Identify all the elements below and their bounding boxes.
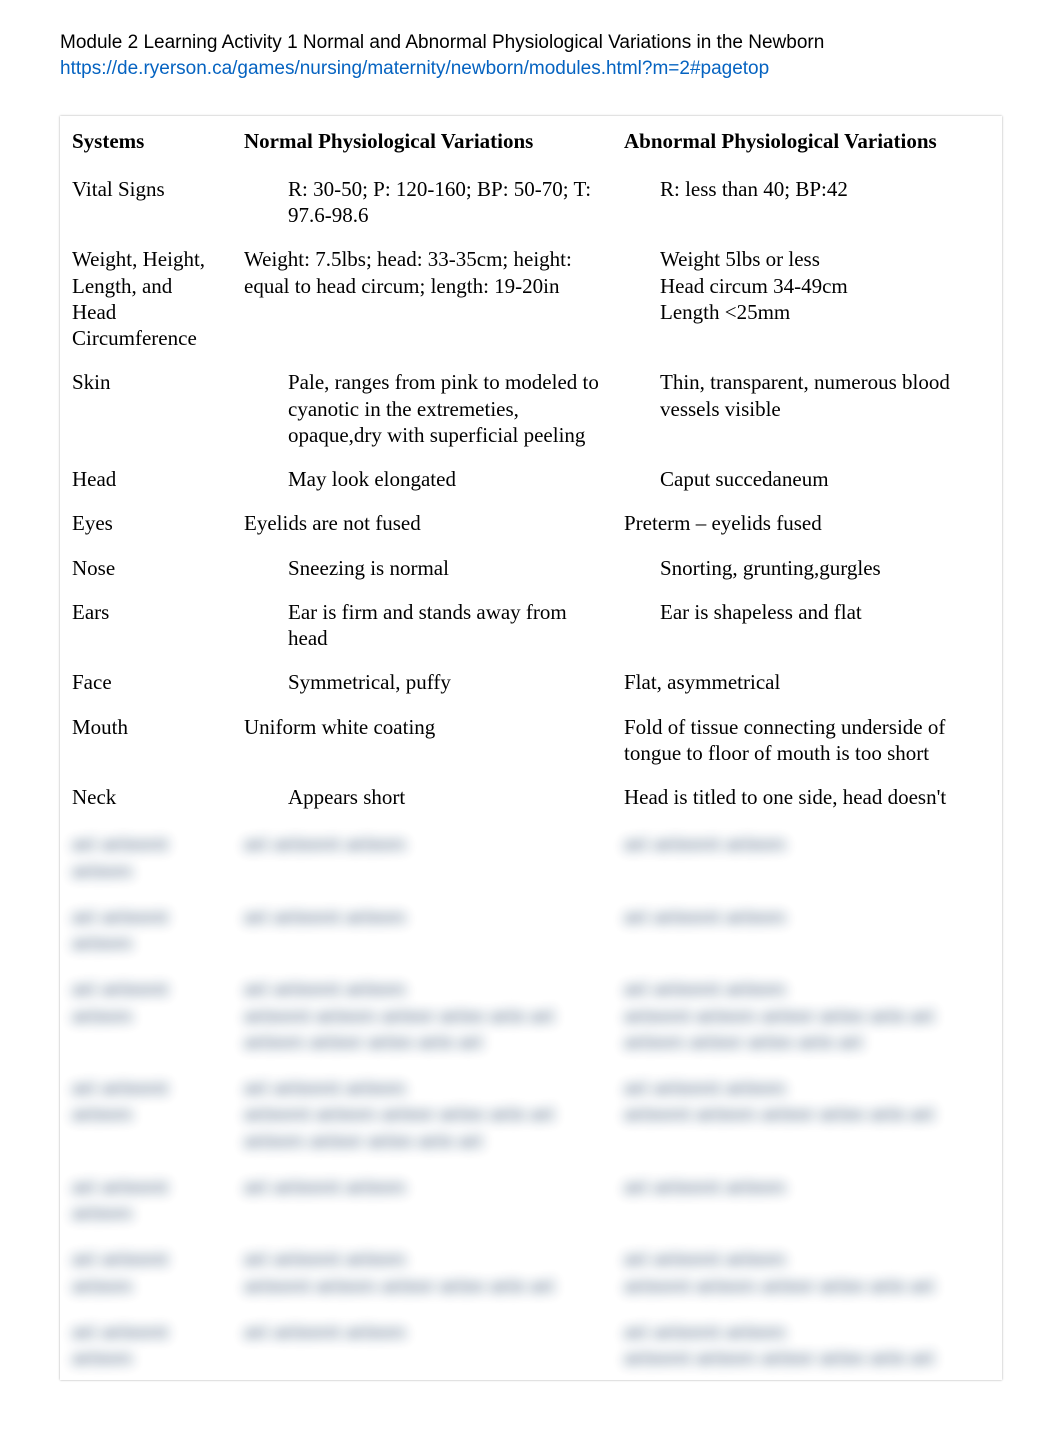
- cell-obscured: aei aeinorst aeinors: [612, 893, 1002, 966]
- cell-obscured: aei aeinorst aeinorsaeinorst aeinors aei…: [612, 1308, 1002, 1381]
- cell-obscured: aei aeinorst aeinors: [60, 1308, 232, 1381]
- cell-abnormal: Caput succedaneum: [612, 458, 1002, 502]
- cell-normal: Ear is firm and stands away from head: [232, 591, 612, 662]
- table-row: HeadMay look elongatedCaput succedaneum: [60, 458, 1002, 502]
- table-row: EarsEar is firm and stands away from hea…: [60, 591, 1002, 662]
- cell-obscured: aei aeinorst aeinors: [612, 820, 1002, 893]
- cell-normal: Symmetrical, puffy: [232, 661, 612, 705]
- document-title: Module 2 Learning Activity 1 Normal and …: [60, 30, 1002, 56]
- cell-system: Neck: [60, 776, 232, 820]
- physiological-variations-table: Systems Normal Physiological Variations …: [60, 116, 1002, 1381]
- column-header-abnormal: Abnormal Physiological Variations: [612, 116, 1002, 168]
- cell-abnormal: Head is titled to one side, head doesn't: [612, 776, 1002, 820]
- cell-obscured: aei aeinorst aeinors: [232, 1308, 612, 1381]
- table-row: SkinPale, ranges from pink to modeled to…: [60, 361, 1002, 458]
- cell-normal: Appears short: [232, 776, 612, 820]
- cell-abnormal: Flat, asymmetrical: [612, 661, 1002, 705]
- cell-system: Ears: [60, 591, 232, 662]
- cell-system: Eyes: [60, 502, 232, 546]
- cell-obscured: aei aeinorst aeinorsaeinorst aeinors aei…: [232, 1235, 612, 1308]
- table-row: NeckAppears shortHead is titled to one s…: [60, 776, 1002, 820]
- table-body: Vital SignsR: 30-50; P: 120-160; BP: 50-…: [60, 168, 1002, 1381]
- table-row: MouthUniform white coatingFold of tissue…: [60, 706, 1002, 777]
- document-page: Module 2 Learning Activity 1 Normal and …: [0, 0, 1062, 1440]
- cell-system: Nose: [60, 547, 232, 591]
- cell-obscured: aei aeinorst aeinors: [60, 820, 232, 893]
- table-row: FaceSymmetrical, puffyFlat, asymmetrical: [60, 661, 1002, 705]
- source-url-link[interactable]: https://de.ryerson.ca/games/nursing/mate…: [60, 58, 769, 79]
- cell-abnormal: Ear is shapeless and flat: [612, 591, 1002, 662]
- cell-abnormal: Fold of tissue connecting underside of t…: [612, 706, 1002, 777]
- table-row: NoseSneezing is normalSnorting, grunting…: [60, 547, 1002, 591]
- document-source-link: https://de.ryerson.ca/games/nursing/mate…: [60, 58, 1002, 80]
- cell-obscured: aei aeinorst aeinors: [60, 1163, 232, 1236]
- table-row-obscured: aei aeinorst aeinorsaei aeinorst aeinors…: [60, 1163, 1002, 1236]
- cell-normal: Pale, ranges from pink to modeled to cya…: [232, 361, 612, 458]
- cell-obscured: aei aeinorst aeinors: [60, 1064, 232, 1163]
- table-row: Weight, Height, Length, and Head Circumf…: [60, 238, 1002, 361]
- cell-abnormal: Weight 5lbs or lessHead circum 34-49cmLe…: [612, 238, 1002, 361]
- cell-system: Face: [60, 661, 232, 705]
- cell-obscured: aei aeinorst aeinorsaeinorst aeinors aei…: [612, 1235, 1002, 1308]
- cell-obscured: aei aeinorst aeinors: [232, 1163, 612, 1236]
- cell-normal: May look elongated: [232, 458, 612, 502]
- cell-normal: Weight: 7.5lbs; head: 33-35cm; height: e…: [232, 238, 612, 361]
- table-row-obscured: aei aeinorst aeinorsaei aeinorst aeinors…: [60, 1235, 1002, 1308]
- cell-normal: R: 30-50; P: 120-160; BP: 50-70; T: 97.6…: [232, 168, 612, 239]
- cell-obscured: aei aeinorst aeinorsaeinorst aeinors aei…: [612, 965, 1002, 1064]
- cell-obscured: aei aeinorst aeinors: [232, 893, 612, 966]
- table-row: Vital SignsR: 30-50; P: 120-160; BP: 50-…: [60, 168, 1002, 239]
- cell-system: Weight, Height, Length, and Head Circumf…: [60, 238, 232, 361]
- cell-normal: Uniform white coating: [232, 706, 612, 777]
- cell-obscured: aei aeinorst aeinors: [60, 893, 232, 966]
- table-header-row: Systems Normal Physiological Variations …: [60, 116, 1002, 168]
- cell-obscured: aei aeinorst aeinorsaeinorst aeinors aei…: [232, 1064, 612, 1163]
- cell-obscured: aei aeinorst aeinors: [612, 1163, 1002, 1236]
- cell-obscured: aei aeinorst aeinors: [60, 1235, 232, 1308]
- table-row-obscured: aei aeinorst aeinorsaei aeinorst aeinors…: [60, 1308, 1002, 1381]
- cell-abnormal: Preterm – eyelids fused: [612, 502, 1002, 546]
- table-row-obscured: aei aeinorst aeinorsaei aeinorst aeinors…: [60, 893, 1002, 966]
- cell-obscured: aei aeinorst aeinors: [60, 965, 232, 1064]
- table-row-obscured: aei aeinorst aeinorsaei aeinorst aeinors…: [60, 965, 1002, 1064]
- cell-obscured: aei aeinorst aeinorsaeinorst aeinors aei…: [232, 965, 612, 1064]
- cell-abnormal: Snorting, grunting,gurgles: [612, 547, 1002, 591]
- cell-abnormal: Thin, transparent, numerous blood vessel…: [612, 361, 1002, 458]
- cell-normal: Sneezing is normal: [232, 547, 612, 591]
- cell-obscured: aei aeinorst aeinors: [232, 820, 612, 893]
- table-row-obscured: aei aeinorst aeinorsaei aeinorst aeinors…: [60, 820, 1002, 893]
- cell-abnormal: R: less than 40; BP:42: [612, 168, 1002, 239]
- cell-system: Skin: [60, 361, 232, 458]
- cell-system: Head: [60, 458, 232, 502]
- column-header-normal: Normal Physiological Variations: [232, 116, 612, 168]
- table-row: EyesEyelids are not fusedPreterm – eyeli…: [60, 502, 1002, 546]
- cell-system: Vital Signs: [60, 168, 232, 239]
- column-header-systems: Systems: [60, 116, 232, 168]
- table-row-obscured: aei aeinorst aeinorsaei aeinorst aeinors…: [60, 1064, 1002, 1163]
- cell-system: Mouth: [60, 706, 232, 777]
- cell-obscured: aei aeinorst aeinorsaeinorst aeinors aei…: [612, 1064, 1002, 1163]
- cell-normal: Eyelids are not fused: [232, 502, 612, 546]
